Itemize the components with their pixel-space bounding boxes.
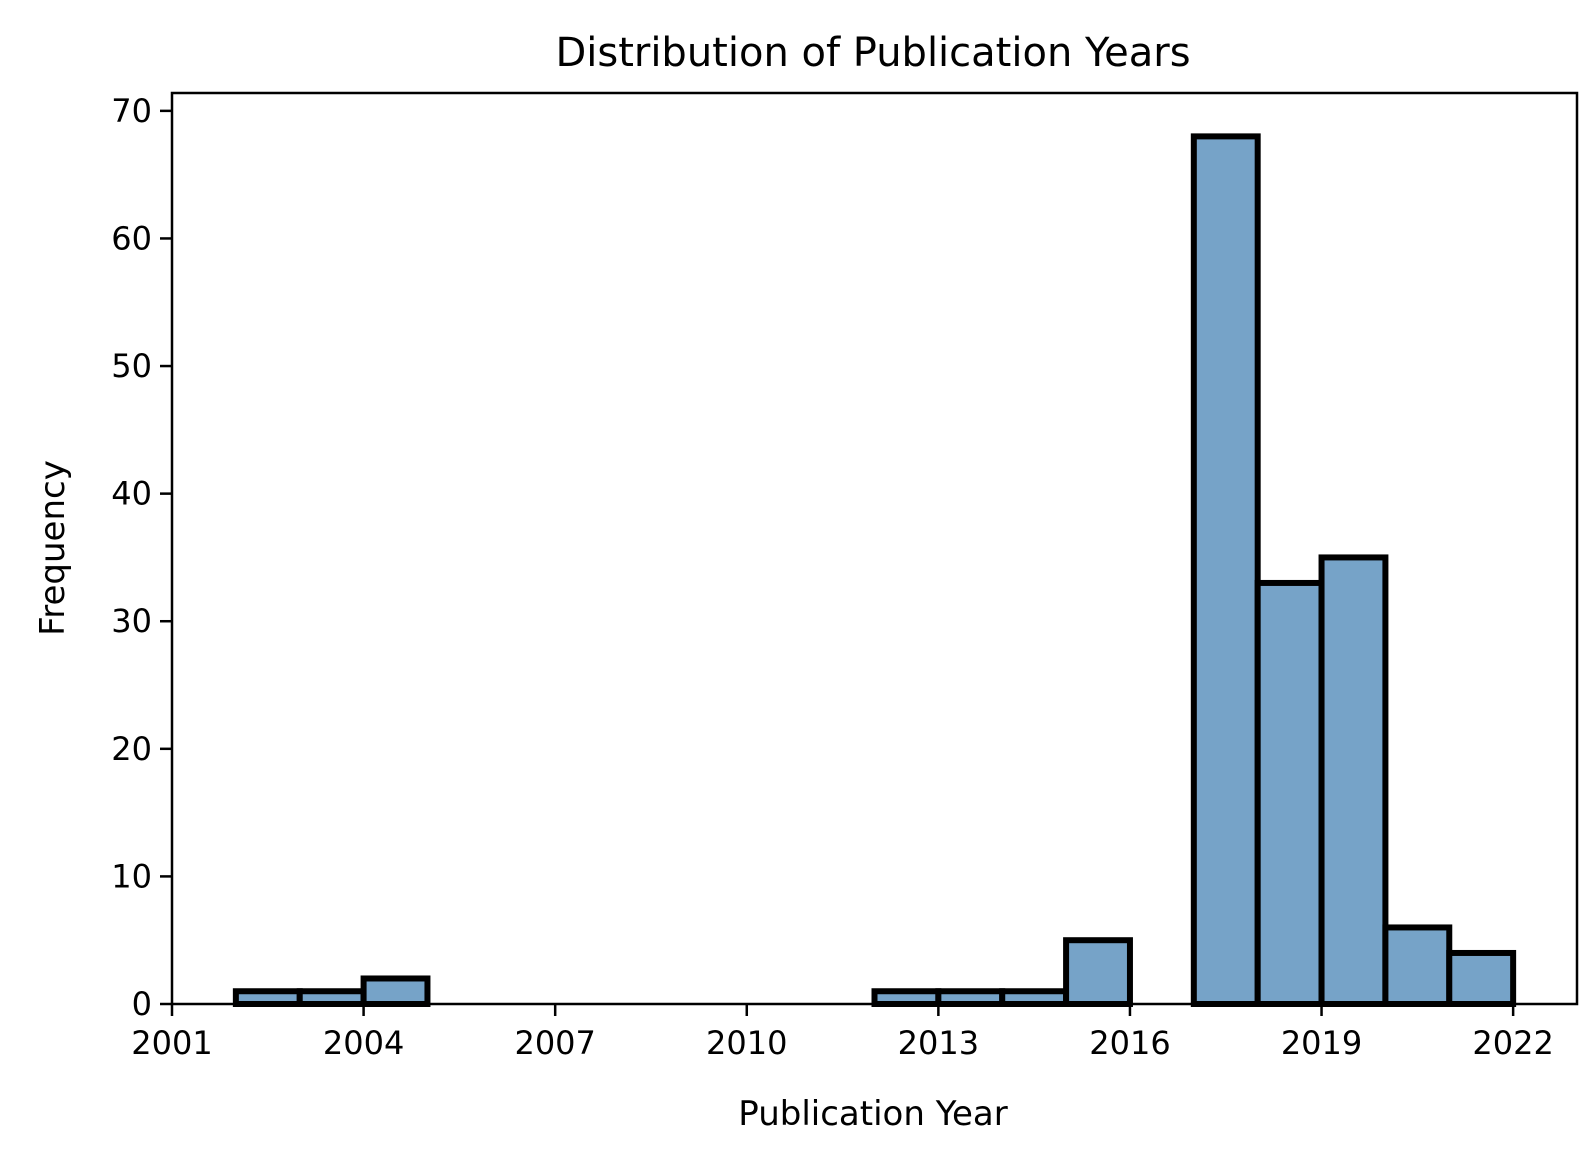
histogram-bar-2021 (1446, 949, 1517, 1007)
bars-layer (232, 133, 1517, 1008)
x-axis-ticks: 2001 2004 2007 2010 2013 2016 2019 2022 (131, 1004, 1554, 1062)
x-tick-label: 2013 (898, 1024, 979, 1062)
chart-title: Distribution of Publication Years (555, 30, 1190, 76)
x-tick-label: 2022 (1472, 1024, 1553, 1062)
histogram-bar-2012 (871, 988, 942, 1008)
histogram-bar-2004 (360, 975, 431, 1008)
y-axis-label: Frequency (33, 460, 73, 636)
plot-frame (170, 91, 1579, 1006)
x-axis-label: Publication Year (738, 1094, 1007, 1134)
x-tick-label: 2010 (706, 1024, 787, 1062)
y-tick-label: 20 (111, 730, 152, 768)
x-tick-label: 2001 (131, 1024, 212, 1062)
y-tick-label: 30 (111, 602, 152, 640)
histogram-bar-2014 (999, 988, 1070, 1008)
histogram-bar-2002 (232, 988, 303, 1008)
histogram-bar-2019 (1318, 554, 1389, 1008)
y-tick-label: 40 (111, 475, 152, 513)
y-tick-label: 0 (132, 985, 152, 1023)
histogram-bar-2003 (296, 988, 367, 1008)
histogram-bar-2015 (1063, 937, 1133, 1007)
y-tick-label: 50 (111, 347, 152, 385)
y-axis-ticks: 0 10 20 30 40 50 60 70 (111, 92, 172, 1023)
histogram-bar-2017 (1190, 133, 1261, 1007)
x-tick-label: 2019 (1281, 1024, 1362, 1062)
histogram-bar-2013 (935, 988, 1006, 1008)
x-tick-label: 2016 (1089, 1024, 1170, 1062)
histogram-bar-2020 (1382, 924, 1453, 1007)
y-tick-label: 10 (111, 857, 152, 895)
x-tick-label: 2004 (323, 1024, 404, 1062)
x-tick-label: 2007 (514, 1024, 595, 1062)
y-tick-label: 60 (111, 219, 152, 257)
y-tick-label: 70 (111, 92, 152, 130)
histogram-bar-2018 (1254, 579, 1325, 1007)
